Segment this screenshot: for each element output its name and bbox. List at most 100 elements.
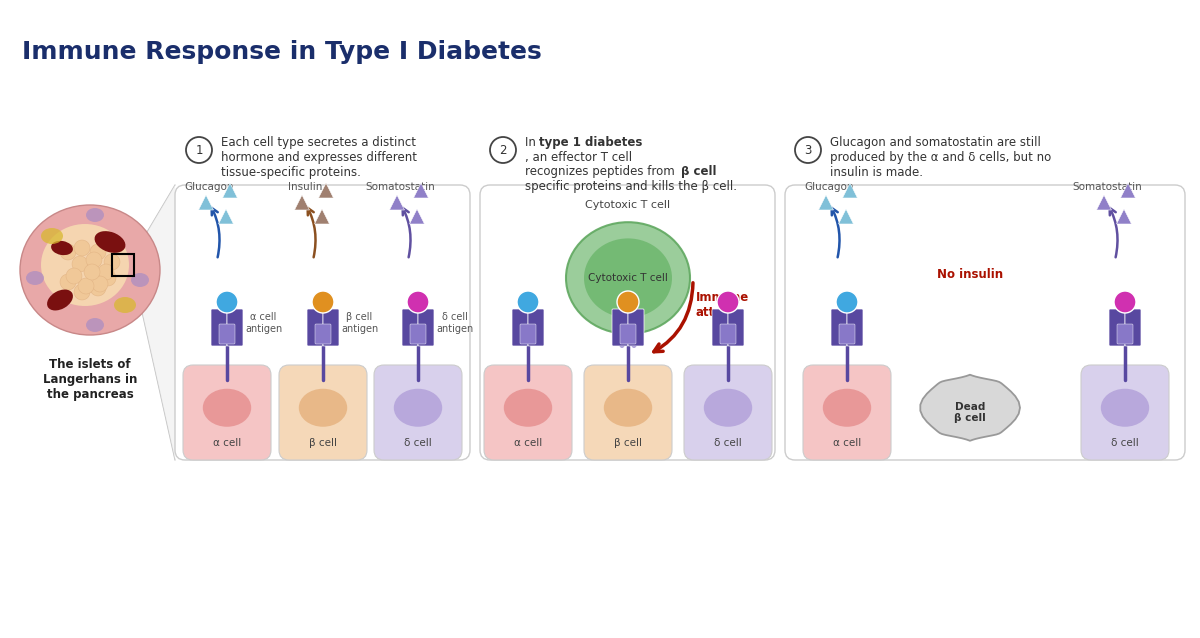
Polygon shape <box>198 195 214 210</box>
FancyBboxPatch shape <box>847 309 863 346</box>
Circle shape <box>1114 291 1136 313</box>
Circle shape <box>617 291 640 313</box>
Ellipse shape <box>394 389 443 427</box>
Ellipse shape <box>52 241 73 255</box>
FancyBboxPatch shape <box>220 324 235 344</box>
Text: specific proteins and kills the β cell.: specific proteins and kills the β cell. <box>526 180 737 193</box>
Text: In: In <box>526 136 540 149</box>
Text: Immune
attack: Immune attack <box>696 291 749 319</box>
Polygon shape <box>314 209 330 224</box>
Circle shape <box>312 291 334 313</box>
FancyBboxPatch shape <box>480 185 775 460</box>
Ellipse shape <box>131 273 149 287</box>
Circle shape <box>60 244 76 260</box>
Text: Cytotoxic T cell: Cytotoxic T cell <box>586 200 671 210</box>
Text: Each cell type secretes a distinct
hormone and expresses different
tissue-specif: Each cell type secretes a distinct hormo… <box>221 136 418 179</box>
FancyBboxPatch shape <box>410 324 426 344</box>
FancyBboxPatch shape <box>1109 309 1126 346</box>
Polygon shape <box>318 183 334 198</box>
Polygon shape <box>409 209 425 224</box>
Text: Glucagon: Glucagon <box>185 182 234 192</box>
Ellipse shape <box>95 231 126 253</box>
Text: Insulin: Insulin <box>288 182 322 192</box>
Text: Cytotoxic T cell: Cytotoxic T cell <box>588 273 668 283</box>
Ellipse shape <box>41 228 64 244</box>
Circle shape <box>74 284 90 300</box>
FancyBboxPatch shape <box>803 365 890 460</box>
FancyBboxPatch shape <box>785 185 1186 460</box>
Polygon shape <box>1097 195 1111 210</box>
Circle shape <box>718 291 739 313</box>
FancyBboxPatch shape <box>1117 324 1133 344</box>
Text: β cell: β cell <box>310 438 337 448</box>
Circle shape <box>66 268 82 284</box>
Ellipse shape <box>504 389 552 427</box>
FancyBboxPatch shape <box>620 324 636 344</box>
Circle shape <box>78 278 94 294</box>
FancyBboxPatch shape <box>584 365 672 460</box>
Circle shape <box>90 244 106 260</box>
Polygon shape <box>222 183 238 198</box>
Text: Dead
β cell: Dead β cell <box>954 402 986 423</box>
Ellipse shape <box>86 318 104 332</box>
FancyBboxPatch shape <box>628 309 644 346</box>
Polygon shape <box>920 375 1020 441</box>
FancyBboxPatch shape <box>684 365 772 460</box>
Text: β cell
antigen: β cell antigen <box>341 312 378 334</box>
Text: 1: 1 <box>196 144 203 158</box>
Text: , an effector T cell: , an effector T cell <box>526 151 632 164</box>
Ellipse shape <box>20 205 160 335</box>
FancyBboxPatch shape <box>528 309 544 346</box>
Text: Immune Response in Type I Diabetes: Immune Response in Type I Diabetes <box>22 40 541 64</box>
Ellipse shape <box>604 389 653 427</box>
Polygon shape <box>134 185 175 460</box>
Text: 3: 3 <box>804 144 811 158</box>
FancyBboxPatch shape <box>512 309 528 346</box>
Text: The islets of
Langerhans in
the pancreas: The islets of Langerhans in the pancreas <box>43 358 137 401</box>
FancyBboxPatch shape <box>830 309 847 346</box>
Circle shape <box>796 137 821 163</box>
Ellipse shape <box>41 224 130 306</box>
Circle shape <box>216 291 238 313</box>
Polygon shape <box>818 195 834 210</box>
Text: δ cell: δ cell <box>404 438 432 448</box>
Text: α cell: α cell <box>212 438 241 448</box>
Circle shape <box>86 252 102 268</box>
Text: Glucagon and somatostatin are still
produced by the α and δ cells, but no
insuli: Glucagon and somatostatin are still prod… <box>830 136 1051 179</box>
Text: 2: 2 <box>499 144 506 158</box>
Circle shape <box>90 280 106 296</box>
FancyBboxPatch shape <box>484 365 572 460</box>
Ellipse shape <box>566 222 690 334</box>
Polygon shape <box>390 195 404 210</box>
Polygon shape <box>414 183 428 198</box>
Circle shape <box>84 264 100 280</box>
FancyBboxPatch shape <box>520 324 536 344</box>
FancyBboxPatch shape <box>418 309 434 346</box>
Circle shape <box>104 254 120 270</box>
Text: Somatostatin: Somatostatin <box>365 182 434 192</box>
FancyBboxPatch shape <box>839 324 854 344</box>
Circle shape <box>92 276 108 292</box>
Text: δ cell
antigen: δ cell antigen <box>436 312 473 334</box>
Circle shape <box>836 291 858 313</box>
FancyBboxPatch shape <box>211 309 227 346</box>
FancyBboxPatch shape <box>175 185 470 460</box>
Circle shape <box>407 291 430 313</box>
Ellipse shape <box>86 208 104 222</box>
Circle shape <box>186 137 212 163</box>
FancyBboxPatch shape <box>374 365 462 460</box>
Circle shape <box>98 264 114 280</box>
Ellipse shape <box>26 271 44 285</box>
FancyBboxPatch shape <box>1126 309 1141 346</box>
FancyBboxPatch shape <box>720 324 736 344</box>
FancyBboxPatch shape <box>314 324 331 344</box>
Ellipse shape <box>823 389 871 427</box>
Polygon shape <box>1121 183 1135 198</box>
Text: α cell
antigen: α cell antigen <box>245 312 282 334</box>
FancyBboxPatch shape <box>728 309 744 346</box>
Circle shape <box>74 240 90 256</box>
Circle shape <box>60 274 76 290</box>
Text: β cell: β cell <box>614 438 642 448</box>
FancyBboxPatch shape <box>1081 365 1169 460</box>
Circle shape <box>490 137 516 163</box>
